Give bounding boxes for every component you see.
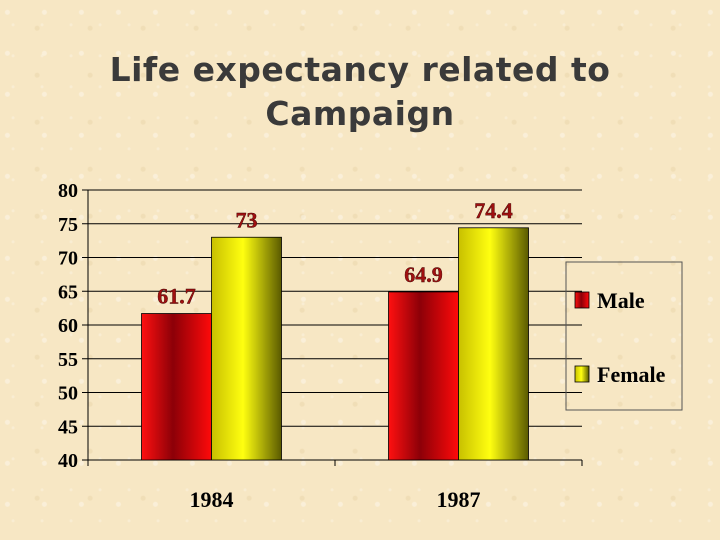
data-label: 61.7 <box>157 284 196 309</box>
y-tick-label: 65 <box>58 281 78 303</box>
y-tick-label: 75 <box>58 214 78 236</box>
bar-female-1987 <box>458 227 529 461</box>
y-tick-label: 40 <box>58 450 78 472</box>
chart-title-line-2: Campaign <box>265 94 455 133</box>
legend-box <box>565 261 683 411</box>
bar-male-1987 <box>388 291 459 461</box>
legend-swatch-male <box>574 291 590 309</box>
y-tick-label: 45 <box>58 416 78 438</box>
legend-swatch-female <box>574 365 590 383</box>
y-tick-label: 70 <box>58 248 78 270</box>
legend-label-male: Male <box>597 288 645 313</box>
plot-area: 40 45 50 55 60 65 70 75 80 61.7 73 1984 64.9 74.4 1987 <box>58 180 583 512</box>
y-tick-label: 50 <box>58 383 78 405</box>
chart-title: Life expectancy related to Campaign <box>0 48 720 136</box>
legend: Male Female <box>565 261 683 411</box>
chart-title-line-1: Life expectancy related to <box>109 50 611 89</box>
y-tick-label: 60 <box>58 315 78 337</box>
bar-male-1984 <box>141 313 212 461</box>
data-label: 73 <box>236 207 258 232</box>
y-tick-label: 55 <box>58 349 78 371</box>
x-category-label: 1987 <box>437 487 481 512</box>
legend-label-female: Female <box>597 362 666 387</box>
x-category-label: 1984 <box>190 487 234 512</box>
data-label: 74.4 <box>474 198 513 223</box>
data-label: 64.9 <box>404 262 443 287</box>
bar-female-1984 <box>211 236 282 461</box>
y-tick-label: 80 <box>58 180 78 202</box>
